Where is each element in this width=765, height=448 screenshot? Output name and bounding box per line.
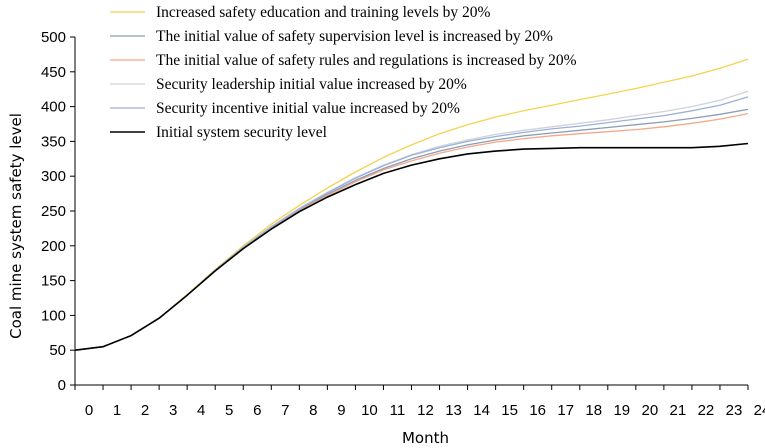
series-line-6 xyxy=(74,142,749,351)
y-tick-label: 300 xyxy=(41,168,66,185)
y-tick-label: 150 xyxy=(41,273,66,290)
legend-label: Security incentive initial value increas… xyxy=(156,100,460,117)
x-tick-label: 9 xyxy=(337,402,345,419)
x-tick-label: 4 xyxy=(197,402,205,419)
x-tick-label: 17 xyxy=(557,402,574,419)
x-tick-label: 21 xyxy=(670,402,687,419)
x-tick-label: 23 xyxy=(726,402,743,419)
x-tick-label: 13 xyxy=(445,402,462,419)
y-tick-label: 100 xyxy=(41,307,66,324)
y-axis-title: Coal mine system safety level xyxy=(7,113,25,339)
series-layer xyxy=(74,58,749,351)
x-tick-label: 3 xyxy=(169,402,177,419)
legend-label: Increased safety education and training … xyxy=(156,4,491,21)
y-tick-label: 50 xyxy=(49,342,66,359)
legend-label: Security leadership initial value increa… xyxy=(156,76,467,93)
x-tick-label: 11 xyxy=(390,402,406,419)
legend-label: Initial system security level xyxy=(156,124,327,141)
x-tick-label: 20 xyxy=(641,402,658,419)
x-tick-label: 14 xyxy=(473,402,490,419)
y-tick-label: 350 xyxy=(41,133,66,150)
x-tick-label: 10 xyxy=(361,402,378,419)
legend-label: The initial value of safety rules and re… xyxy=(156,52,577,69)
x-tick-label: 22 xyxy=(698,402,715,419)
x-tick-label: 15 xyxy=(501,402,518,419)
y-axis: 0 50 100 150 200 250 300 350 400 450 500 xyxy=(41,29,76,394)
x-tick-label: 6 xyxy=(253,402,261,419)
x-tick-label: 5 xyxy=(225,402,233,419)
x-tick-label: 12 xyxy=(417,402,434,419)
x-axis-title: Month xyxy=(402,429,449,447)
legend: Increased safety education and training … xyxy=(110,4,577,141)
x-tick-label: 2 xyxy=(141,402,149,419)
y-tick-label: 400 xyxy=(41,99,66,116)
y-tick-label: 0 xyxy=(58,377,66,394)
x-tick-label: 8 xyxy=(309,402,317,419)
x-tick-label: 18 xyxy=(585,402,602,419)
x-axis: 0123456789101112131415161718192021222324 xyxy=(74,384,765,419)
legend-label: The initial value of safety supervision … xyxy=(156,28,553,45)
x-tick-label: 0 xyxy=(85,402,93,419)
y-tick-label: 250 xyxy=(41,203,66,220)
x-tick-label: 24 xyxy=(754,402,765,419)
series-line-3 xyxy=(74,112,749,351)
x-tick-label: 19 xyxy=(613,402,630,419)
y-tick-label: 450 xyxy=(41,64,66,81)
y-tick-label: 200 xyxy=(41,238,66,255)
y-tick-label: 500 xyxy=(41,29,66,46)
x-tick-label: 1 xyxy=(113,402,121,419)
x-tick-label: 7 xyxy=(281,402,289,419)
x-tick-label: 16 xyxy=(529,402,546,419)
